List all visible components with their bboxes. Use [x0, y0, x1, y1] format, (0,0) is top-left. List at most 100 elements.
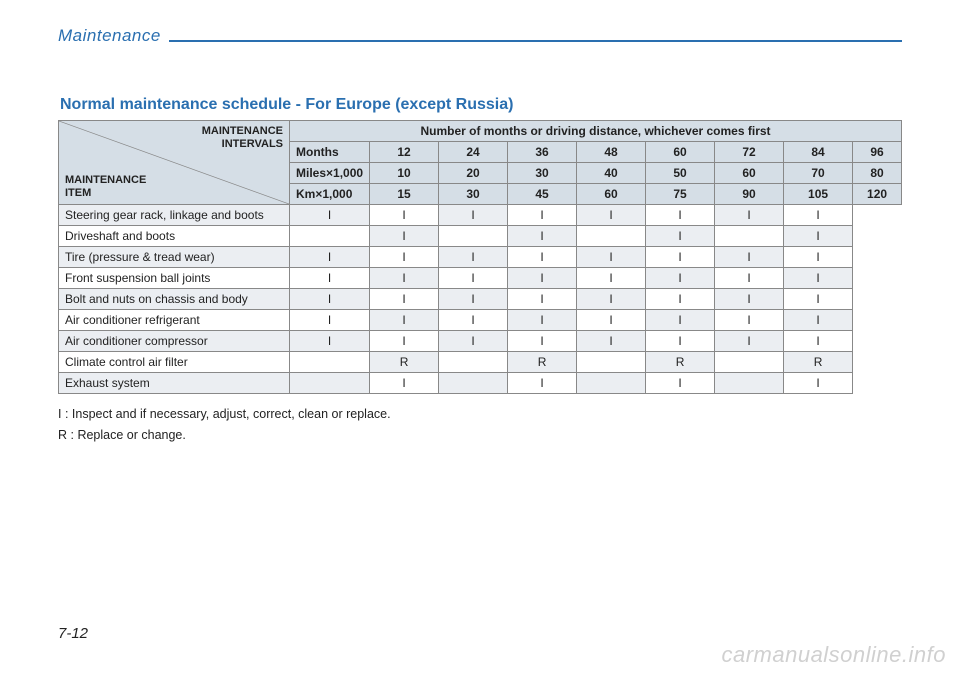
header-value: 24: [439, 142, 508, 163]
chapter-title: Maintenance: [58, 26, 161, 48]
item-value: [290, 226, 370, 247]
item-value: I: [508, 373, 577, 394]
item-value: I: [646, 226, 715, 247]
item-value: I: [784, 205, 853, 226]
item-value: I: [646, 331, 715, 352]
item-value: I: [370, 331, 439, 352]
header-value: 90: [715, 184, 784, 205]
table-row: Climate control air filterRRRR: [59, 352, 902, 373]
chapter-rule: [169, 40, 902, 42]
header-value: 50: [646, 163, 715, 184]
item-value: I: [508, 268, 577, 289]
header-value: 36: [508, 142, 577, 163]
item-value: I: [370, 205, 439, 226]
item-value: R: [508, 352, 577, 373]
item-value: I: [290, 331, 370, 352]
item-value: [290, 373, 370, 394]
table-header: MAINTENANCEINTERVALSMAINTENANCEITEMNumbe…: [59, 121, 902, 205]
item-value: [290, 352, 370, 373]
header-value: 12: [370, 142, 439, 163]
maintenance-table: MAINTENANCEINTERVALSMAINTENANCEITEMNumbe…: [58, 120, 902, 394]
table-row: Steering gear rack, linkage and bootsIII…: [59, 205, 902, 226]
table-row: Driveshaft and boots I I I I: [59, 226, 902, 247]
item-value: I: [370, 247, 439, 268]
item-value: I: [646, 289, 715, 310]
item-value: I: [370, 226, 439, 247]
item-value: I: [508, 247, 577, 268]
legend: I : Inspect and if necessary, adjust, co…: [58, 404, 902, 447]
item-value: I: [646, 373, 715, 394]
item-value: I: [290, 289, 370, 310]
item-value: I: [439, 205, 508, 226]
header-value: 75: [646, 184, 715, 205]
item-value: I: [290, 268, 370, 289]
table-row: Tire (pressure & tread wear)IIIIIIII: [59, 247, 902, 268]
item-value: I: [646, 205, 715, 226]
item-name: Tire (pressure & tread wear): [59, 247, 290, 268]
header-value: 60: [577, 184, 646, 205]
item-value: I: [508, 205, 577, 226]
header-value: 48: [577, 142, 646, 163]
item-value: I: [715, 247, 784, 268]
item-value: R: [784, 352, 853, 373]
legend-inspect: I : Inspect and if necessary, adjust, co…: [58, 404, 902, 425]
item-value: I: [508, 331, 577, 352]
header-value: 10: [370, 163, 439, 184]
item-name: Exhaust system: [59, 373, 290, 394]
item-value: I: [508, 289, 577, 310]
item-value: I: [646, 268, 715, 289]
header-value: 60: [715, 163, 784, 184]
item-value: I: [370, 373, 439, 394]
header-value: 20: [439, 163, 508, 184]
item-value: I: [508, 310, 577, 331]
item-value: I: [508, 226, 577, 247]
item-value: I: [290, 247, 370, 268]
item-name: Air conditioner refrigerant: [59, 310, 290, 331]
item-value: [439, 373, 508, 394]
table-row: Bolt and nuts on chassis and bodyIIIIIII…: [59, 289, 902, 310]
item-value: I: [577, 247, 646, 268]
item-value: I: [290, 205, 370, 226]
header-row-label: Km×1,000: [290, 184, 370, 205]
item-value: I: [715, 310, 784, 331]
item-value: [715, 373, 784, 394]
header-value: 105: [784, 184, 853, 205]
item-value: [577, 352, 646, 373]
item-value: [577, 373, 646, 394]
item-value: I: [439, 247, 508, 268]
item-value: I: [784, 247, 853, 268]
item-name: Bolt and nuts on chassis and body: [59, 289, 290, 310]
header-value: 84: [784, 142, 853, 163]
item-name: Driveshaft and boots: [59, 226, 290, 247]
item-value: I: [784, 226, 853, 247]
item-value: [439, 226, 508, 247]
header-value: 30: [439, 184, 508, 205]
item-value: I: [439, 310, 508, 331]
header-value: 80: [853, 163, 902, 184]
page-number: 7-12: [58, 625, 88, 642]
item-value: [715, 226, 784, 247]
item-value: I: [784, 268, 853, 289]
item-value: I: [784, 331, 853, 352]
watermark: carmanualsonline.info: [721, 642, 946, 668]
item-value: I: [715, 331, 784, 352]
item-value: I: [715, 268, 784, 289]
item-value: I: [646, 310, 715, 331]
chapter-header: Maintenance: [58, 26, 902, 48]
item-value: I: [784, 289, 853, 310]
table-row: Air conditioner refrigerantIIIIIIII: [59, 310, 902, 331]
item-value: [439, 352, 508, 373]
legend-replace: R : Replace or change.: [58, 425, 902, 446]
item-value: I: [577, 310, 646, 331]
item-value: I: [439, 268, 508, 289]
item-value: R: [646, 352, 715, 373]
item-name: Steering gear rack, linkage and boots: [59, 205, 290, 226]
item-value: [577, 226, 646, 247]
header-value: 45: [508, 184, 577, 205]
header-value: 70: [784, 163, 853, 184]
item-value: I: [577, 289, 646, 310]
item-value: I: [370, 289, 439, 310]
item-value: I: [577, 268, 646, 289]
item-value: I: [715, 289, 784, 310]
item-value: I: [370, 268, 439, 289]
